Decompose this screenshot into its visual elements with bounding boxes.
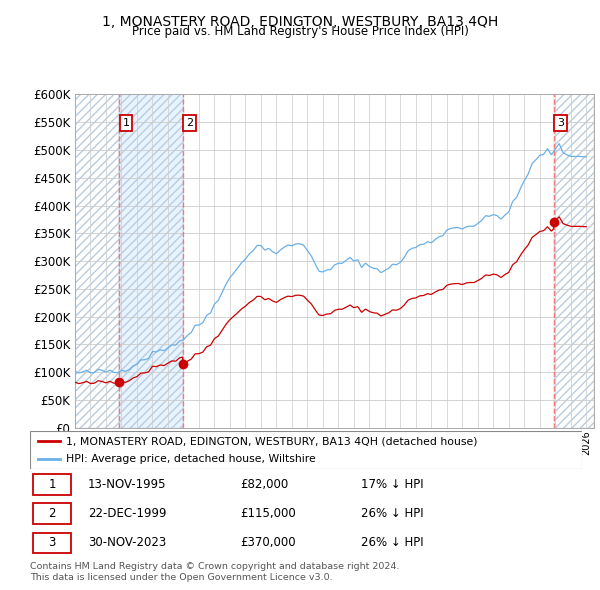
Bar xyxy=(554,94,594,428)
FancyBboxPatch shape xyxy=(33,503,71,525)
Text: 26% ↓ HPI: 26% ↓ HPI xyxy=(361,507,424,520)
Text: 1: 1 xyxy=(49,478,56,491)
Text: 17% ↓ HPI: 17% ↓ HPI xyxy=(361,478,424,491)
Text: 2: 2 xyxy=(49,507,56,520)
FancyBboxPatch shape xyxy=(30,431,582,469)
Text: 1, MONASTERY ROAD, EDINGTON, WESTBURY, BA13 4QH: 1, MONASTERY ROAD, EDINGTON, WESTBURY, B… xyxy=(102,15,498,29)
Text: 3: 3 xyxy=(557,118,564,127)
Text: This data is licensed under the Open Government Licence v3.0.: This data is licensed under the Open Gov… xyxy=(30,573,332,582)
Text: 3: 3 xyxy=(49,536,56,549)
Text: HPI: Average price, detached house, Wiltshire: HPI: Average price, detached house, Wilt… xyxy=(66,454,316,464)
Text: Contains HM Land Registry data © Crown copyright and database right 2024.: Contains HM Land Registry data © Crown c… xyxy=(30,562,400,571)
Text: 13-NOV-1995: 13-NOV-1995 xyxy=(88,478,166,491)
Text: Price paid vs. HM Land Registry's House Price Index (HPI): Price paid vs. HM Land Registry's House … xyxy=(131,25,469,38)
Text: £370,000: £370,000 xyxy=(240,536,295,549)
Text: 26% ↓ HPI: 26% ↓ HPI xyxy=(361,536,424,549)
Text: £115,000: £115,000 xyxy=(240,507,296,520)
Bar xyxy=(119,94,183,428)
Text: 1, MONASTERY ROAD, EDINGTON, WESTBURY, BA13 4QH (detached house): 1, MONASTERY ROAD, EDINGTON, WESTBURY, B… xyxy=(66,436,478,446)
Text: 2: 2 xyxy=(186,118,193,127)
FancyBboxPatch shape xyxy=(33,533,71,553)
Text: 1: 1 xyxy=(122,118,130,127)
Bar xyxy=(119,94,183,428)
Text: 30-NOV-2023: 30-NOV-2023 xyxy=(88,536,166,549)
Bar xyxy=(75,94,119,428)
Text: £82,000: £82,000 xyxy=(240,478,288,491)
FancyBboxPatch shape xyxy=(33,474,71,495)
Text: 22-DEC-1999: 22-DEC-1999 xyxy=(88,507,166,520)
